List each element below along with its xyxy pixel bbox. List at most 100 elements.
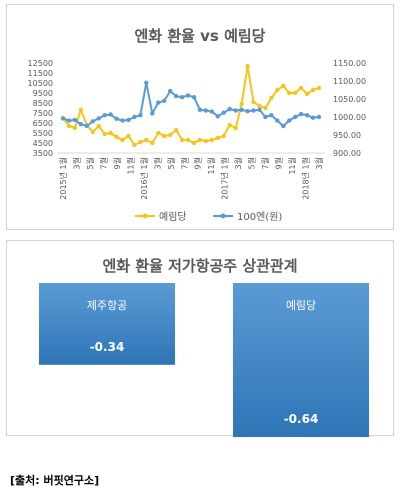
x-tick-label: 2015년 1월 (58, 157, 68, 200)
x-tick-label: 9월 (274, 157, 284, 169)
x-tick-label: 3월 (233, 157, 243, 169)
y-right-tick-label: 900.00 (333, 149, 361, 158)
y-left-tick-label: 7500 (33, 109, 53, 118)
data-point (185, 137, 191, 143)
data-point (191, 95, 197, 100)
data-point (84, 123, 90, 129)
bar-value-label: -0.34 (90, 340, 125, 354)
x-tick-label: 5월 (85, 157, 95, 169)
data-point (144, 80, 149, 86)
x-tick-label: 7월 (98, 157, 108, 169)
data-point (168, 132, 173, 138)
data-point (179, 95, 185, 100)
data-point (215, 114, 220, 119)
data-point (156, 130, 161, 136)
bar-chart-panel: 엔화 환율 저가항공주 상관관계 제주항공 -0.34 예림당 -0.64 (6, 240, 394, 437)
line-chart-panel: 엔화 환율 vs 예림당 3500 4500 5500 6500 7500 8500 950… (6, 4, 394, 230)
y-right-tick-label: 1100.00 (333, 77, 366, 86)
legend-label: 100엔(원) (237, 211, 282, 223)
data-point (90, 129, 96, 135)
data-point (287, 118, 292, 123)
y-left-tick-label: 11500 (28, 69, 53, 78)
bar-value-label: -0.64 (284, 412, 319, 426)
y-left-tick-label: 9500 (33, 89, 53, 98)
data-point (281, 83, 286, 89)
data-point (132, 142, 137, 148)
data-point (239, 107, 244, 113)
x-tick-label: 2016년 1월 (139, 157, 149, 200)
data-point (275, 87, 280, 93)
data-point (168, 88, 173, 94)
data-point (90, 119, 96, 124)
bar-chart: 제주항공 -0.34 예림당 -0.64 (39, 283, 369, 437)
data-point (191, 140, 197, 146)
data-point (316, 114, 322, 120)
data-point (126, 133, 131, 139)
data-point (275, 118, 280, 123)
y-left-tick-label: 12500 (28, 59, 53, 68)
data-point (114, 116, 119, 122)
data-point (287, 90, 292, 96)
data-point (310, 87, 316, 93)
data-point (144, 137, 149, 143)
bar-yerimdang (233, 283, 369, 437)
data-point (60, 116, 66, 121)
data-point (66, 123, 72, 129)
data-point (251, 99, 256, 105)
y-left-tick-label: 5500 (33, 129, 53, 138)
y-right-tick-label: 1150.00 (333, 59, 366, 68)
data-point (78, 107, 84, 113)
data-point (298, 111, 304, 117)
data-point (126, 117, 131, 123)
data-point (72, 117, 78, 123)
data-point (209, 137, 214, 143)
data-point (263, 105, 268, 111)
data-point (269, 113, 274, 118)
data-point (203, 138, 209, 144)
series-line-jpy (62, 82, 320, 128)
x-tick-label: 11월 (287, 157, 297, 175)
x-tick-label: 5월 (166, 157, 176, 169)
x-tick-label: 7월 (179, 157, 189, 169)
data-point (239, 101, 244, 107)
data-point (203, 108, 209, 113)
bar-category-label: 제주항공 (87, 299, 127, 312)
data-point (245, 109, 250, 114)
data-point (263, 114, 268, 120)
data-point (96, 116, 101, 121)
data-point (215, 135, 220, 141)
data-point (316, 85, 322, 91)
data-point (269, 95, 274, 101)
data-point (221, 133, 226, 139)
data-point (197, 107, 203, 113)
data-point (227, 106, 232, 112)
data-point (197, 137, 203, 143)
x-tick-label: 3월 (71, 157, 81, 169)
data-point (96, 123, 101, 129)
data-point (221, 110, 226, 115)
data-point (72, 125, 78, 131)
data-point (179, 137, 185, 143)
x-tick-label: 7월 (260, 157, 270, 169)
series-line-yerimdang (62, 65, 320, 147)
data-point (114, 134, 119, 140)
data-point (227, 122, 232, 128)
data-point (209, 109, 214, 114)
x-tick-label: 9월 (112, 157, 122, 169)
line-chart-title: 엔화 환율 vs 예림당 (134, 27, 266, 45)
data-point (120, 137, 125, 143)
data-point (298, 85, 304, 91)
data-point (108, 112, 113, 117)
data-point (108, 130, 113, 136)
y-right-tick-label: 950.00 (333, 131, 361, 140)
data-point (173, 127, 179, 133)
bar-chart-title: 엔화 환율 저가항공주 상관관계 (102, 257, 298, 275)
data-point (233, 125, 238, 131)
data-point (281, 123, 286, 129)
data-point (162, 98, 167, 104)
legend-marker (142, 213, 148, 219)
data-point (132, 114, 137, 120)
y-right-tick-label: 1000.00 (333, 113, 366, 122)
data-point (257, 103, 262, 109)
x-tick-label: 3월 (314, 157, 324, 169)
